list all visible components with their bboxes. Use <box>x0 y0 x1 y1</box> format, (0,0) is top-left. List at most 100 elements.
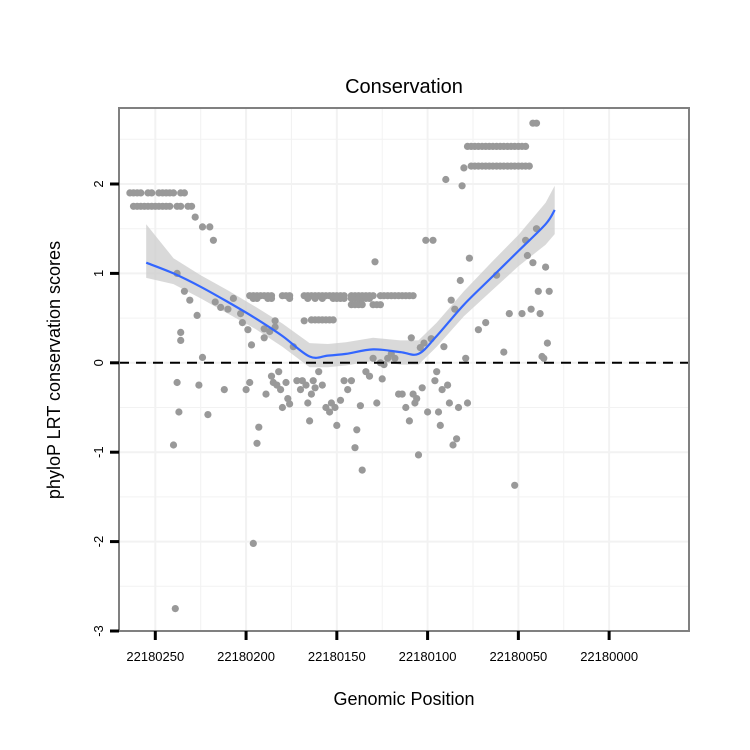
data-point <box>424 408 432 416</box>
data-point <box>237 310 245 318</box>
data-point <box>177 202 185 210</box>
data-point <box>458 182 466 190</box>
data-point <box>304 399 312 407</box>
data-point <box>451 305 459 313</box>
data-point <box>463 399 472 407</box>
data-point <box>482 319 490 327</box>
chart-title: Conservation <box>345 76 463 98</box>
data-point <box>220 386 228 394</box>
data-point <box>438 386 446 394</box>
x-tick-label: 22180050 <box>489 649 547 664</box>
data-point <box>246 378 254 387</box>
x-tick-label: 22180000 <box>580 649 638 664</box>
data-point <box>267 294 276 302</box>
x-tick-label: 22180100 <box>399 649 457 664</box>
data-point <box>175 408 183 416</box>
data-point <box>500 348 508 356</box>
x-tick-label: 22180150 <box>308 649 366 664</box>
data-point <box>351 444 359 452</box>
y-tick-label: 1 <box>91 270 106 277</box>
data-point <box>224 305 232 313</box>
data-point <box>402 403 410 412</box>
data-point <box>456 276 464 285</box>
data-point <box>275 368 283 376</box>
data-point <box>244 326 252 334</box>
data-point <box>311 294 319 302</box>
data-point <box>262 390 270 398</box>
data-point <box>433 368 441 376</box>
data-point <box>255 423 263 431</box>
data-point <box>376 301 384 309</box>
data-point <box>405 417 413 425</box>
data-point <box>523 251 532 260</box>
data-point <box>247 341 256 349</box>
data-point <box>529 259 537 267</box>
data-point <box>353 426 361 434</box>
data-point <box>211 298 219 306</box>
data-point <box>193 311 201 319</box>
ribbon-layer <box>146 185 555 368</box>
data-point <box>318 381 326 389</box>
data-point <box>540 354 548 362</box>
data-point <box>191 213 199 221</box>
data-point <box>518 310 526 318</box>
data-point <box>296 386 305 394</box>
data-point <box>166 202 174 210</box>
y-tick-label: -3 <box>91 625 106 637</box>
data-point <box>286 294 294 302</box>
data-point <box>198 353 207 361</box>
data-point <box>429 236 437 244</box>
data-point <box>242 386 250 394</box>
data-point <box>434 408 443 416</box>
data-point <box>527 305 535 313</box>
data-point <box>198 223 207 231</box>
data-point <box>525 162 533 170</box>
data-point <box>422 236 430 244</box>
data-point <box>311 384 319 392</box>
data-point <box>253 439 261 447</box>
data-point <box>286 400 294 408</box>
data-point <box>267 372 276 380</box>
data-point <box>209 236 217 244</box>
data-point <box>522 142 530 150</box>
y-tick-label: -1 <box>91 446 106 458</box>
data-point <box>378 375 386 383</box>
data-point <box>326 408 334 416</box>
data-point <box>300 317 308 325</box>
data-point <box>277 386 285 394</box>
data-point <box>391 354 399 362</box>
data-point <box>511 481 519 489</box>
data-point <box>195 381 203 389</box>
x-tick-label: 22180200 <box>217 649 275 664</box>
data-point <box>371 258 379 266</box>
data-point <box>204 411 212 419</box>
data-point <box>356 402 364 410</box>
data-point <box>278 403 286 412</box>
data-point <box>307 390 315 398</box>
data-point <box>462 354 470 362</box>
data-point <box>331 403 339 412</box>
grid-layer <box>119 108 689 632</box>
panel-border <box>118 107 690 632</box>
data-point <box>542 263 550 271</box>
data-point <box>431 377 439 385</box>
data-point <box>407 334 415 342</box>
x-tick-label: 22180250 <box>126 649 184 664</box>
data-point <box>315 368 323 376</box>
data-point <box>186 296 194 304</box>
data-point <box>318 294 326 302</box>
data-point <box>445 399 453 407</box>
data-point <box>449 441 457 449</box>
data-point <box>447 296 455 304</box>
data-point <box>177 336 185 344</box>
data-point <box>365 294 374 302</box>
y-tick-label: 2 <box>91 180 106 187</box>
data-point <box>137 189 145 197</box>
data-point <box>534 287 542 295</box>
data-point <box>302 381 310 389</box>
data-point <box>358 466 366 474</box>
data-point <box>249 539 257 548</box>
data-point <box>545 287 553 295</box>
data-point <box>365 372 374 380</box>
